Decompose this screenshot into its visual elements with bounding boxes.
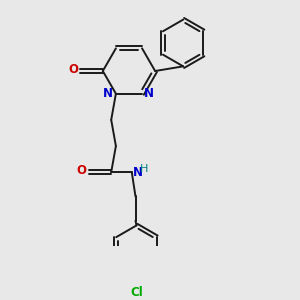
Text: N: N — [103, 87, 113, 100]
Text: O: O — [76, 164, 86, 177]
Text: N: N — [133, 166, 143, 179]
Text: O: O — [68, 63, 79, 76]
Text: Cl: Cl — [130, 286, 143, 299]
Text: H: H — [140, 164, 148, 174]
Text: N: N — [144, 87, 154, 100]
